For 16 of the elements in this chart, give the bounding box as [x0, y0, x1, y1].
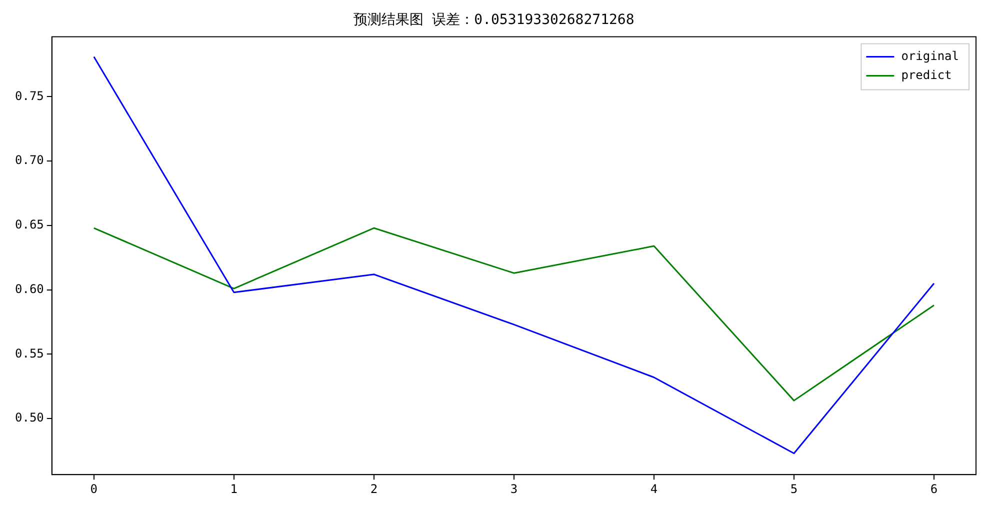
x-tick-label: 5 — [790, 482, 798, 496]
x-tick-label: 1 — [230, 482, 238, 496]
chart-title: 预测结果图 误差：0.05319330268271268 — [354, 12, 634, 28]
x-tick-label: 6 — [930, 482, 938, 496]
y-tick-label: 0.70 — [14, 153, 44, 168]
y-tick-label: 0.60 — [14, 282, 44, 296]
legend-label: predict — [901, 68, 952, 82]
y-tick-label: 0.55 — [14, 346, 44, 360]
y-tick-label: 0.50 — [14, 410, 44, 425]
y-tick-label: 0.75 — [14, 88, 44, 103]
y-tick-label: 0.65 — [14, 218, 44, 232]
legend-label: original — [901, 48, 959, 63]
x-tick-label: 0 — [90, 482, 98, 496]
x-tick-label: 2 — [370, 482, 378, 496]
x-tick-label: 3 — [510, 482, 518, 496]
x-tick-label: 4 — [650, 482, 658, 496]
